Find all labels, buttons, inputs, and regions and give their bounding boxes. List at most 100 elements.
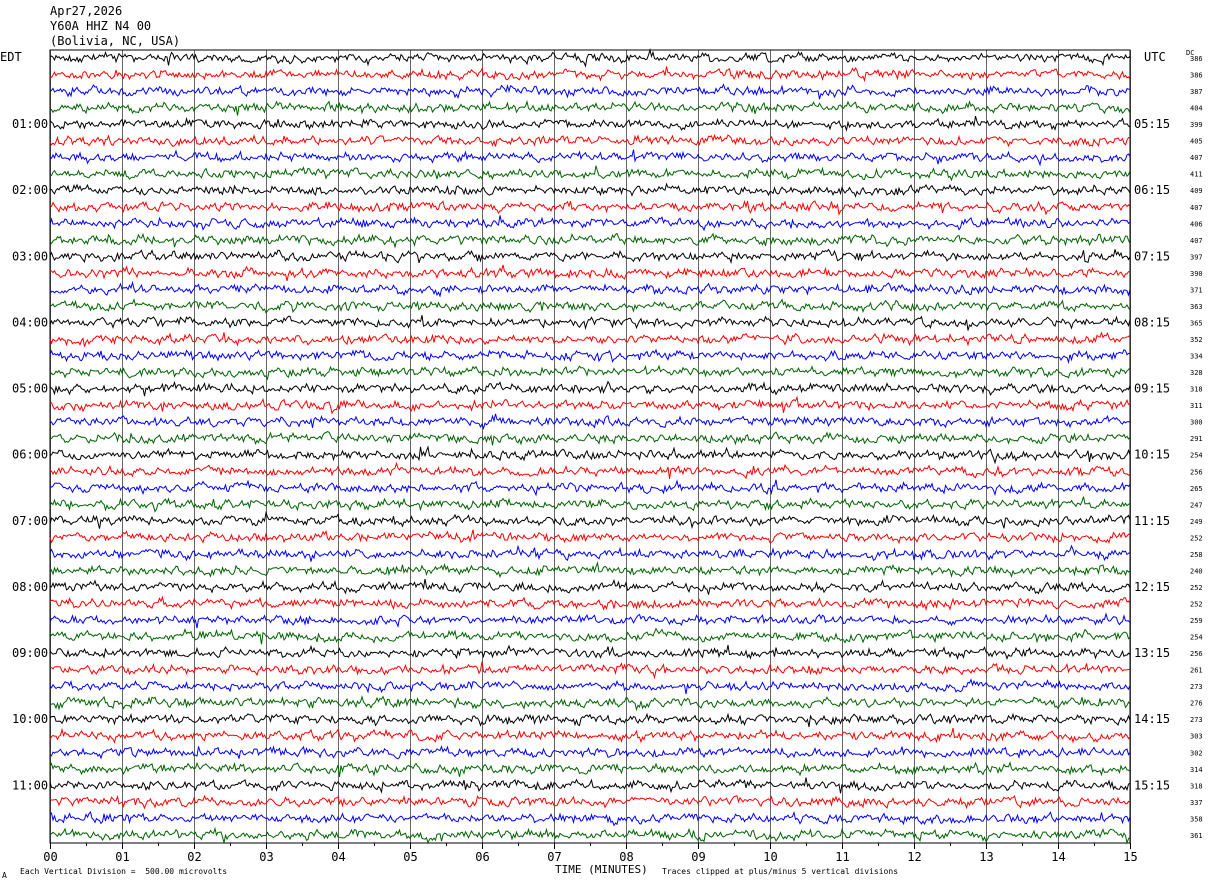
- dc-offset-label: 311: [1190, 402, 1203, 410]
- hour-label-right: 09:15: [1134, 382, 1170, 396]
- seismic-trace: [49, 479, 1131, 497]
- x-tick-label: 15: [1123, 850, 1137, 864]
- hour-label-left: 09:00: [12, 646, 48, 660]
- hour-label-right: 15:15: [1134, 778, 1170, 792]
- seismic-trace: [49, 248, 1131, 265]
- hour-label-right: 06:15: [1134, 183, 1170, 197]
- right-timezone-label: UTC: [1144, 50, 1166, 64]
- seismic-trace: [49, 364, 1131, 381]
- x-tick-label: 06: [475, 850, 489, 864]
- left-timezone-label: EDT: [0, 50, 22, 64]
- hour-label-left: 07:00: [12, 514, 48, 528]
- seismic-trace: [49, 496, 1131, 513]
- dc-offset-label: 386: [1190, 72, 1203, 80]
- x-tick-label: 14: [1051, 850, 1065, 864]
- seismic-trace: [49, 165, 1131, 182]
- seismic-trace: [49, 445, 1131, 465]
- x-tick-label: 00: [43, 850, 57, 864]
- x-tick-label: 09: [691, 850, 705, 864]
- minute-grid: [49, 49, 1131, 849]
- hour-label-right: 13:15: [1134, 646, 1170, 660]
- seismic-trace: [49, 431, 1131, 446]
- x-tick-label: 11: [835, 850, 849, 864]
- seismic-trace: [49, 133, 1131, 148]
- dc-offset-label: 387: [1190, 88, 1203, 96]
- seismic-trace: [49, 331, 1131, 347]
- hour-label-right: 10:15: [1134, 448, 1170, 462]
- seismic-trace: [49, 727, 1131, 744]
- dc-offset-label: 303: [1190, 733, 1203, 741]
- hour-label-right: 07:15: [1134, 249, 1170, 263]
- seismic-trace: [50, 661, 1131, 680]
- seismic-trace: [49, 315, 1131, 331]
- seismic-trace: [49, 66, 1131, 83]
- dc-offset-label: 399: [1190, 121, 1203, 129]
- x-tick-label: 10: [763, 850, 777, 864]
- seismic-trace: [49, 578, 1131, 595]
- dc-offset-label: 334: [1190, 353, 1203, 361]
- hour-label-left: 06:00: [12, 448, 48, 462]
- seismic-trace: [49, 810, 1131, 827]
- seismic-trace: [49, 182, 1131, 198]
- x-tick-label: 13: [979, 850, 993, 864]
- seismic-trace: [49, 99, 1131, 116]
- dc-offset-label: 254: [1190, 452, 1203, 460]
- dc-offset-label: 254: [1190, 634, 1203, 642]
- hour-label-left: 10:00: [12, 712, 48, 726]
- x-tick-label: 07: [547, 850, 561, 864]
- seismic-trace: [49, 48, 1131, 68]
- dc-offset-label: 361: [1190, 832, 1203, 840]
- dc-offset-label: 273: [1190, 716, 1203, 724]
- hour-label-right: 12:15: [1134, 580, 1170, 594]
- seismic-trace: [49, 678, 1131, 695]
- x-tick-label: 03: [259, 850, 273, 864]
- seismic-trace: [49, 215, 1131, 232]
- axis-labels: 00 01 02 03 04 05 06 07 08 09 10 11 12 13 14 15 386 386 38…: [12, 55, 1203, 864]
- seismic-trace: [49, 595, 1131, 611]
- seismic-trace: [49, 280, 1131, 298]
- dc-offset-label: 328: [1190, 369, 1203, 377]
- seismic-trace: [49, 712, 1131, 728]
- seismic-trace: [49, 745, 1131, 760]
- dc-offset-label: 247: [1190, 501, 1203, 509]
- hour-label-right: 11:15: [1134, 514, 1170, 528]
- dc-label: DC: [1186, 49, 1195, 57]
- x-tick-label: 02: [187, 850, 201, 864]
- header-date: Apr27,2026: [50, 4, 123, 18]
- seismic-trace: [49, 777, 1131, 794]
- hour-label-right: 08:15: [1134, 315, 1170, 329]
- dc-offset-label: 405: [1190, 138, 1203, 146]
- hour-label-left: 04:00: [12, 315, 48, 329]
- seismic-trace: [49, 149, 1131, 167]
- dc-offset-label: 352: [1190, 336, 1203, 344]
- dc-offset-label: 358: [1190, 815, 1203, 823]
- dc-offset-label: 258: [1190, 551, 1203, 559]
- dc-offset-label: 302: [1190, 749, 1203, 757]
- dc-offset-label: 276: [1190, 700, 1203, 708]
- dc-offset-label: 318: [1190, 386, 1203, 394]
- seismic-trace: [49, 826, 1131, 845]
- dc-offset-label: 240: [1190, 567, 1203, 575]
- x-tick-label: 12: [907, 850, 921, 864]
- hour-label-left: 08:00: [12, 580, 48, 594]
- seismic-trace: [49, 115, 1131, 132]
- dc-offset-label: 256: [1190, 650, 1203, 658]
- seismic-trace: [49, 510, 1131, 530]
- hour-label-right: 05:15: [1134, 117, 1170, 131]
- dc-offset-label: 397: [1190, 253, 1203, 261]
- dc-offset-label: 371: [1190, 286, 1203, 294]
- dc-offset-label: 404: [1190, 105, 1203, 113]
- seismic-trace: [49, 627, 1131, 645]
- x-axis-title: TIME (MINUTES): [555, 863, 648, 876]
- dc-offset-label: 259: [1190, 617, 1203, 625]
- seismic-trace: [49, 612, 1131, 629]
- x-tick-label: 05: [403, 850, 417, 864]
- seismic-trace: [49, 232, 1131, 249]
- x-tick-label: 08: [619, 850, 633, 864]
- dc-offset-label: 386: [1190, 55, 1203, 63]
- seismic-trace: [49, 297, 1131, 314]
- dc-offset-label: 265: [1190, 485, 1203, 493]
- hour-label-left: 02:00: [12, 183, 48, 197]
- dc-offset-label: 252: [1190, 600, 1203, 608]
